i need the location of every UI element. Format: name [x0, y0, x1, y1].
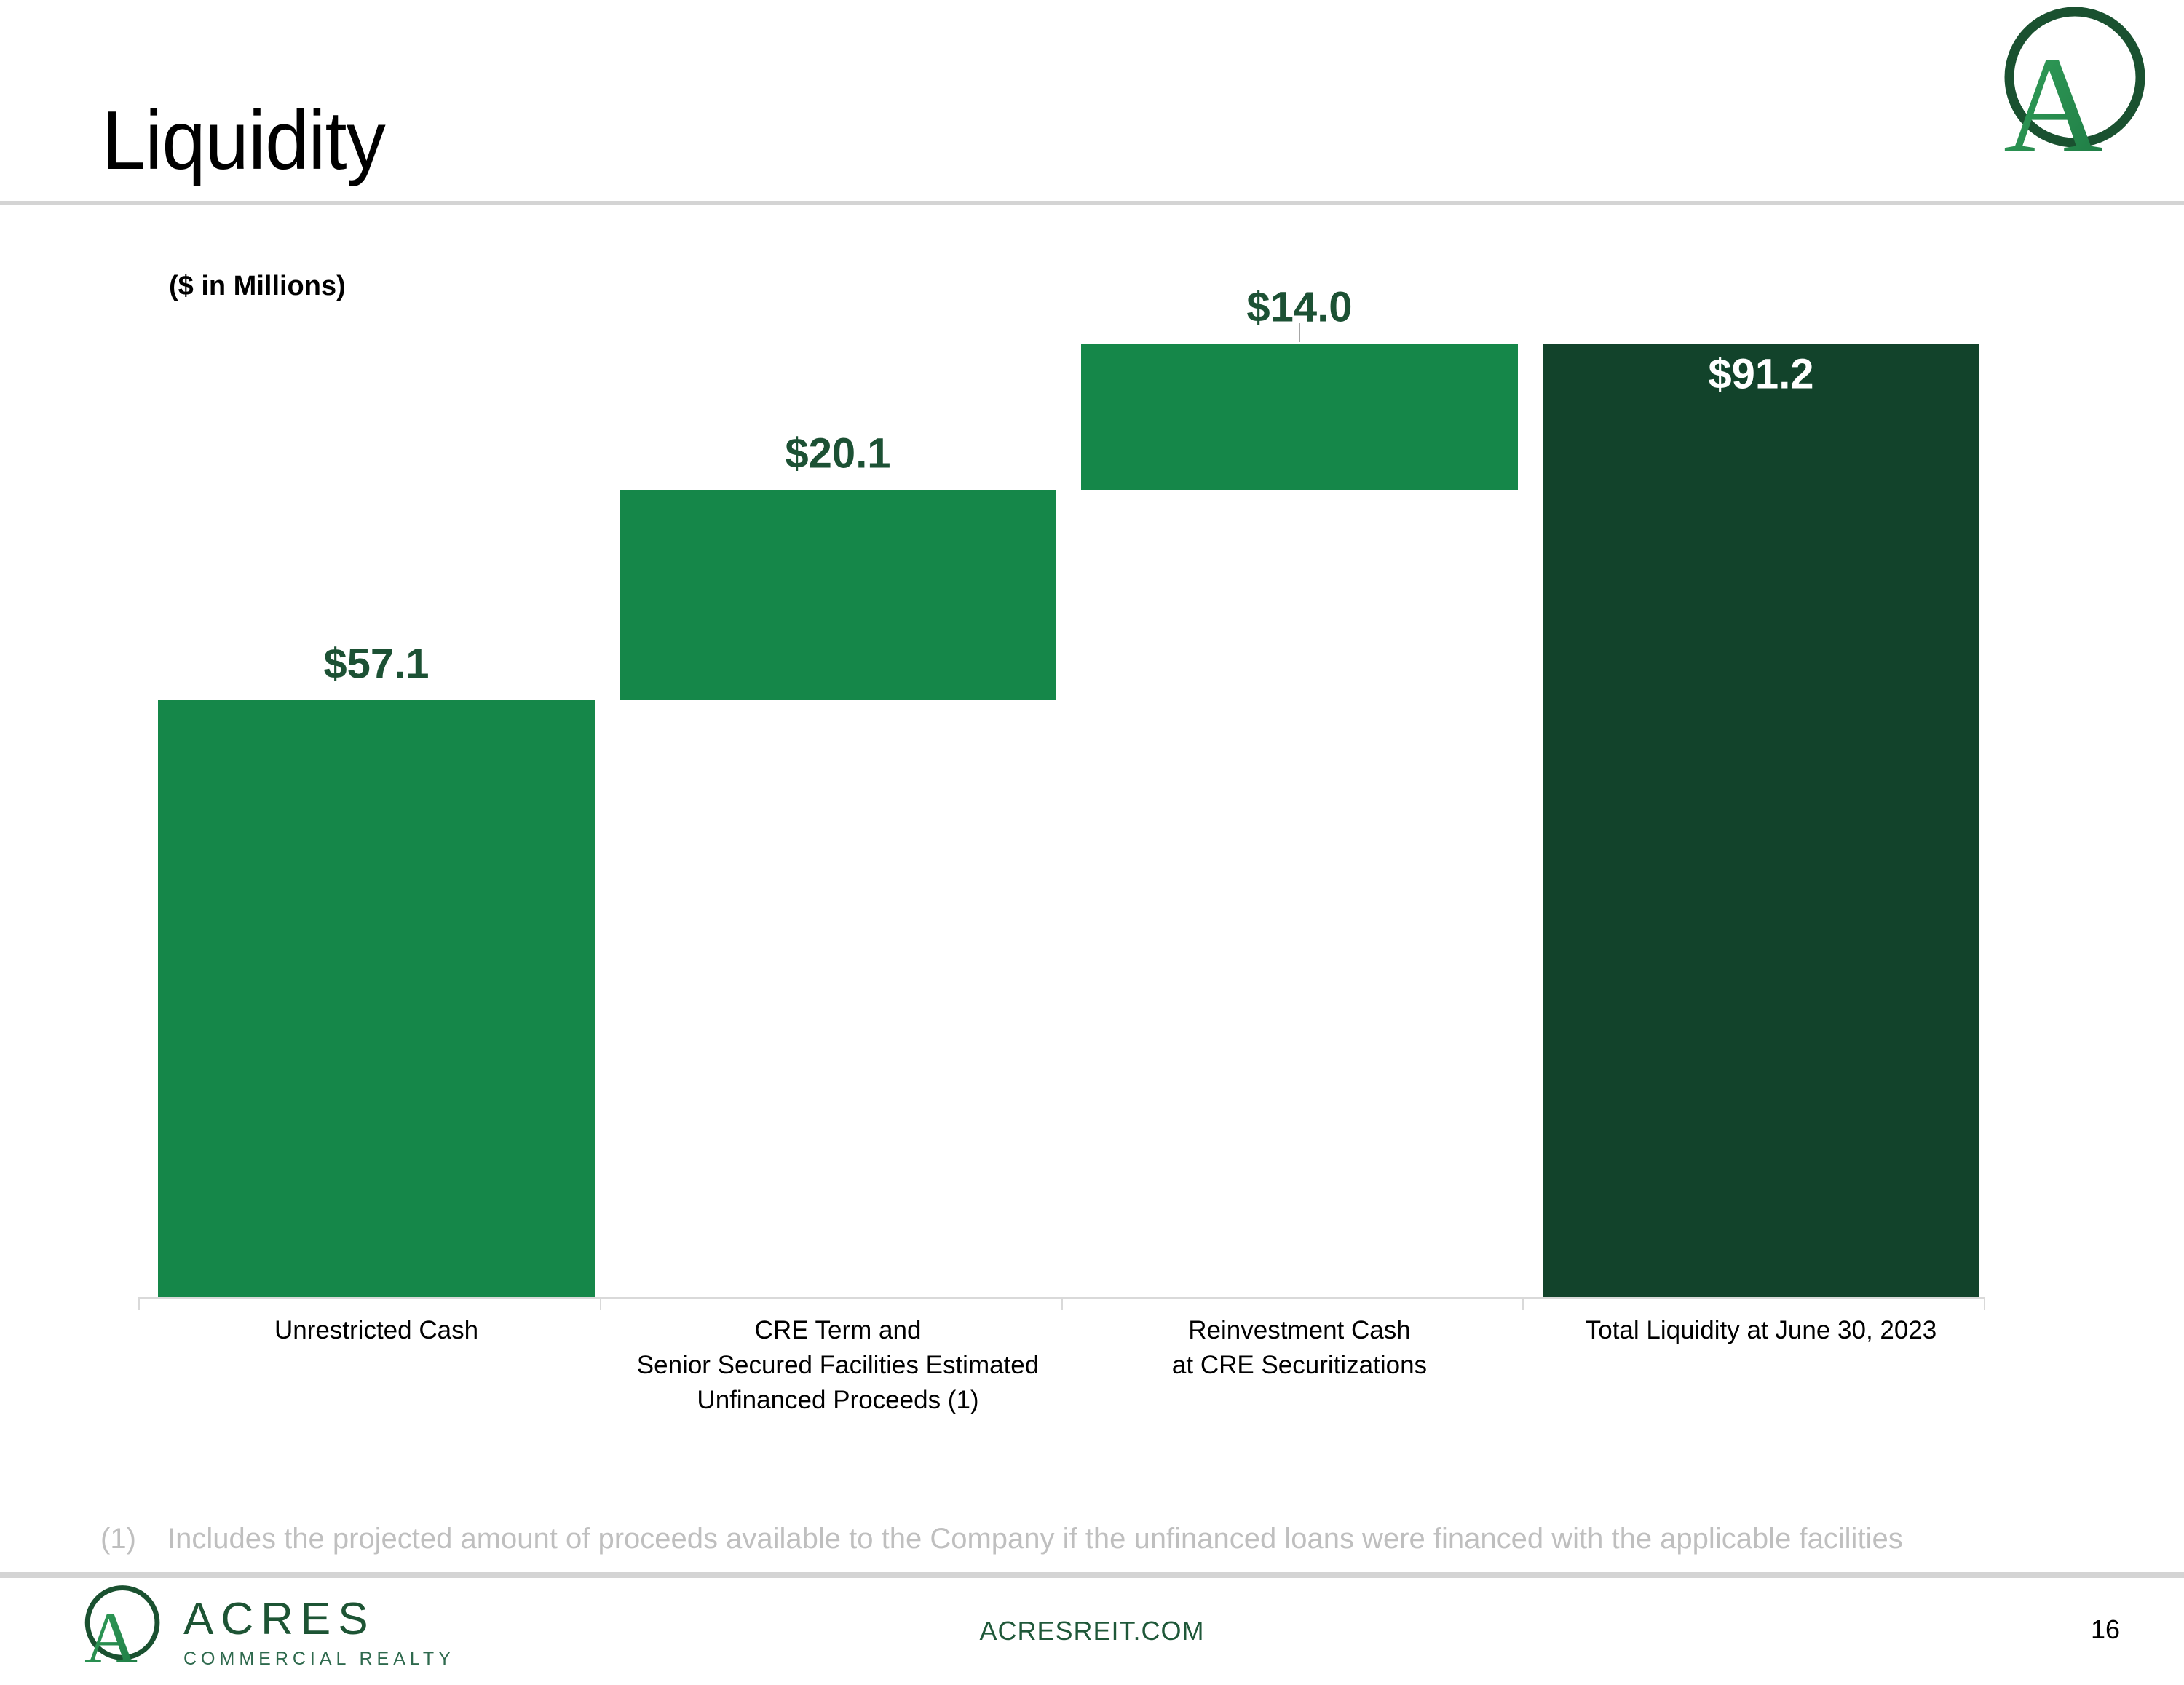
footnote-marker: (1) [100, 1523, 136, 1555]
x-axis-tick [1061, 1297, 1063, 1310]
footer-url: ACRESREIT.COM [979, 1616, 1205, 1646]
category-label-2: Reinvestment Cash at CRE Securitizations [1171, 1316, 1428, 1379]
footer-wordmark-acres: ACRES [183, 1594, 376, 1644]
x-axis-tick [599, 1297, 601, 1310]
header-divider [0, 201, 2184, 205]
footer-divider [0, 1572, 2184, 1578]
footer-wordmark: ACRES COMMERCIAL REALTY [183, 1597, 455, 1670]
waterfall-bar-1 [620, 490, 1056, 701]
x-axis-line [138, 1297, 1984, 1299]
waterfall-bar-3 [1543, 344, 1979, 1297]
logo-circle [2004, 7, 2145, 148]
waterfall-bar-2 [1081, 344, 1518, 491]
value-label-1: $20.1 [785, 429, 891, 477]
footer-logo-circle [84, 1585, 160, 1660]
value-label-2: $14.0 [1246, 283, 1353, 331]
footnote: (1) Includes the projected amount of pro… [100, 1523, 1903, 1555]
x-axis-tick [1984, 1297, 1985, 1310]
category-label-3: Total Liquidity at June 30, 2023 [1585, 1316, 1937, 1344]
page-number: 16 [2091, 1614, 2121, 1644]
footer-logo-mark: A [84, 1585, 160, 1676]
category-label-0: Unrestricted Cash [274, 1316, 479, 1344]
footer-logo-letter: A [84, 1597, 138, 1676]
x-axis-tick [1522, 1297, 1524, 1310]
chart-units-label: ($ in Millions) [169, 271, 346, 301]
value-label-3: $91.2 [1708, 350, 1814, 398]
value-leader-line [1299, 323, 1300, 343]
value-label-0: $57.1 [323, 640, 430, 688]
category-label-1: CRE Term and Senior Secured Facilities E… [636, 1316, 1040, 1414]
logo-letter: A [2003, 29, 2103, 178]
footer-wordmark-sub: COMMERCIAL REALTY [183, 1649, 455, 1669]
x-axis-tick [138, 1297, 140, 1310]
page-title: Liquidity [102, 95, 386, 188]
waterfall-bar-0 [158, 700, 595, 1297]
footnote-text: Includes the projected amount of proceed… [167, 1523, 1903, 1555]
acres-logo-mark: A [2003, 7, 2145, 178]
